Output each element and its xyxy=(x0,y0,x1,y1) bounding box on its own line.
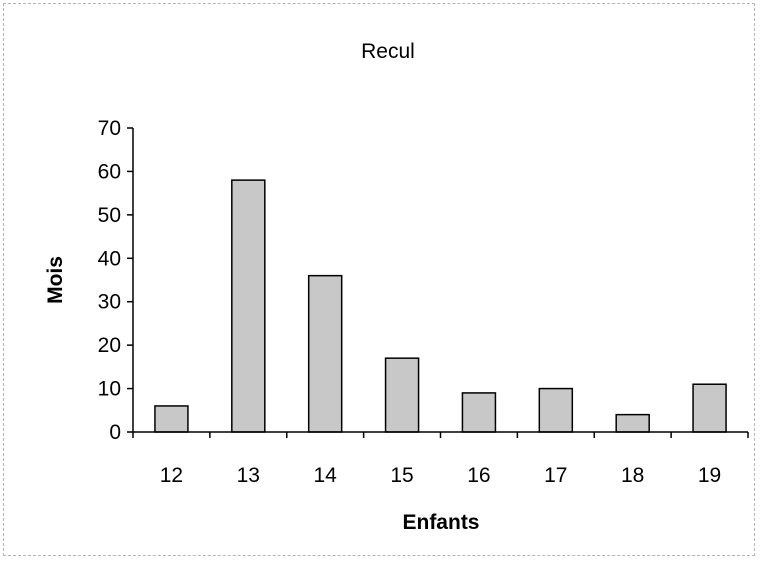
x-tick-label: 19 xyxy=(698,464,721,487)
bar-12 xyxy=(154,405,189,433)
chart-frame xyxy=(3,3,755,556)
x-tick-label: 12 xyxy=(160,464,183,487)
bar-19 xyxy=(692,383,727,433)
x-tick-label: 14 xyxy=(314,464,338,487)
y-tick-label: 30 xyxy=(98,291,121,314)
bar-18 xyxy=(615,413,650,433)
chart-title: Recul xyxy=(361,40,415,63)
y-axis-ticks: 0 10 20 30 40 50 60 70 xyxy=(98,117,133,444)
x-tick-label: 17 xyxy=(544,464,567,487)
x-tick-label: 13 xyxy=(237,464,260,487)
x-tick-label: 16 xyxy=(467,464,490,487)
bars xyxy=(154,179,727,433)
y-tick-label: 0 xyxy=(109,421,121,444)
bar-13 xyxy=(231,179,266,433)
bar-16 xyxy=(461,392,497,433)
y-tick-label: 50 xyxy=(98,204,121,227)
x-axis-title: Enfants xyxy=(402,511,479,534)
bar-17 xyxy=(538,387,574,433)
y-tick-label: 20 xyxy=(98,334,121,357)
bar-15 xyxy=(384,357,420,433)
bar-14 xyxy=(307,274,343,433)
y-tick-label: 40 xyxy=(98,247,121,270)
x-tick-label: 18 xyxy=(621,464,644,487)
y-tick-label: 70 xyxy=(98,117,121,140)
x-axis-ticks: 12 13 14 15 16 17 18 19 xyxy=(132,432,749,487)
y-axis-title: Mois xyxy=(44,256,67,304)
y-tick-label: 60 xyxy=(98,160,121,183)
x-tick-label: 15 xyxy=(390,464,413,487)
y-tick-label: 10 xyxy=(98,378,121,401)
